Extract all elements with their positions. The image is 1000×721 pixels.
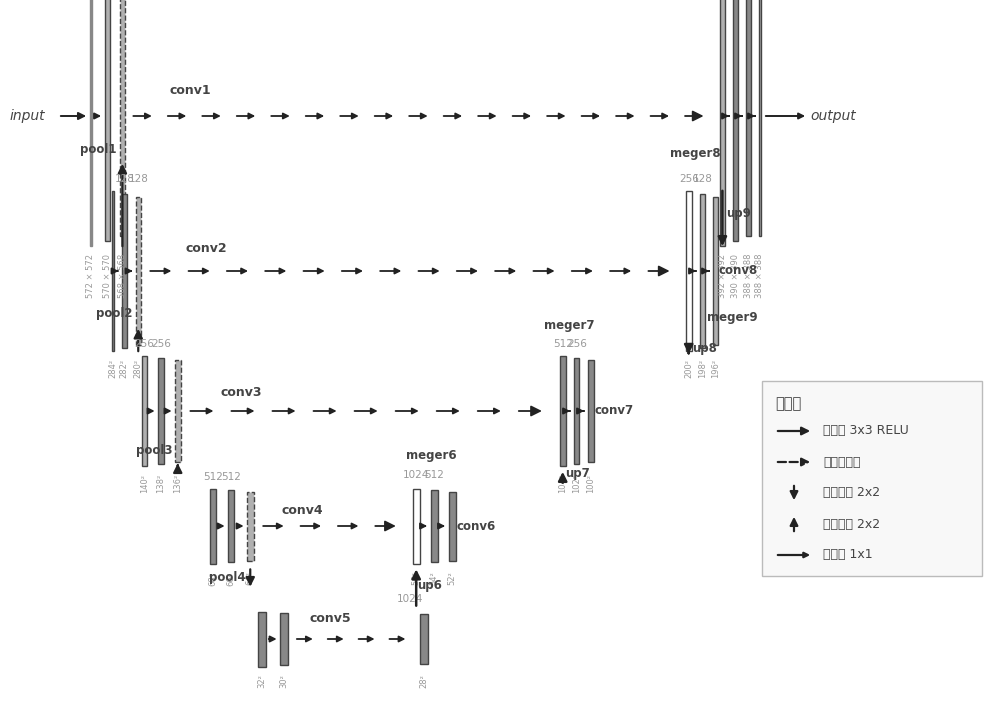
Bar	[420, 614, 428, 664]
Text: conv5: conv5	[310, 613, 352, 626]
Text: 卷积核 3x3 RELU: 卷积核 3x3 RELU	[823, 425, 909, 438]
Text: 100²: 100²	[586, 474, 595, 493]
Text: conv8: conv8	[718, 265, 758, 278]
Bar	[228, 490, 234, 562]
Text: 32²: 32²	[257, 675, 266, 689]
Text: 64²: 64²	[246, 572, 255, 585]
Bar	[560, 356, 566, 466]
Text: 284²: 284²	[109, 359, 118, 378]
Text: 198²: 198²	[698, 359, 707, 378]
Text: 282²: 282²	[120, 359, 129, 378]
Text: 570 × 570: 570 × 570	[103, 254, 112, 298]
Text: 104²: 104²	[558, 474, 567, 493]
Text: 66²: 66²	[227, 572, 236, 585]
Text: 最大池化 2x2: 最大池化 2x2	[823, 487, 880, 500]
Text: 256: 256	[151, 339, 171, 349]
Text: 512: 512	[221, 472, 241, 482]
Text: input: input	[10, 109, 46, 123]
Text: 196²: 196²	[711, 359, 720, 378]
Bar	[112, 191, 114, 351]
Text: 140²: 140²	[140, 474, 149, 493]
Bar	[247, 492, 254, 560]
Text: pool1: pool1	[80, 143, 117, 156]
Text: conv2: conv2	[185, 242, 227, 255]
Text: 568 × 568: 568 × 568	[118, 254, 127, 298]
Bar	[762, 381, 982, 576]
Text: 裁剪与复制: 裁剪与复制	[823, 456, 860, 469]
Text: 136²: 136²	[173, 474, 182, 493]
Bar	[210, 489, 216, 564]
Bar	[90, 0, 92, 246]
Text: 256: 256	[567, 339, 587, 349]
Bar	[713, 198, 718, 345]
Bar	[686, 191, 692, 351]
Text: 102²: 102²	[572, 474, 581, 493]
Text: 1024: 1024	[397, 593, 423, 603]
Text: conv6: conv6	[457, 520, 496, 533]
Text: meger8: meger8	[670, 146, 720, 159]
Text: pool4: pool4	[209, 571, 245, 584]
Bar	[720, 0, 725, 246]
Text: 68²: 68²	[208, 572, 218, 585]
Text: meger6: meger6	[406, 449, 456, 462]
Bar	[122, 194, 126, 348]
Text: 138²: 138²	[156, 474, 165, 493]
Bar	[105, 0, 110, 241]
Text: 图例：: 图例：	[775, 396, 801, 411]
Text: 390 × 390: 390 × 390	[731, 254, 740, 298]
Bar	[120, 0, 125, 236]
Bar	[142, 356, 147, 466]
Bar	[746, 0, 751, 236]
Text: 128: 128	[114, 174, 134, 184]
Text: 512: 512	[203, 472, 223, 482]
Text: up8: up8	[692, 342, 717, 355]
Bar	[258, 611, 266, 666]
Text: conv3: conv3	[220, 386, 262, 399]
Text: 256: 256	[135, 339, 154, 349]
Bar	[588, 360, 594, 461]
Text: conv1: conv1	[170, 84, 212, 97]
Text: 572 × 572: 572 × 572	[86, 254, 95, 298]
Bar	[431, 490, 438, 562]
Bar	[733, 0, 738, 241]
Bar	[136, 198, 140, 345]
Text: conv7: conv7	[594, 404, 634, 417]
Text: 1024: 1024	[403, 471, 429, 480]
Bar	[280, 613, 288, 665]
Text: 52²: 52²	[448, 572, 457, 585]
Text: up6: up6	[417, 579, 442, 592]
Text: output: output	[810, 109, 856, 123]
Text: 280²: 280²	[134, 359, 143, 378]
Bar	[449, 492, 456, 560]
Text: 28²: 28²	[419, 675, 428, 689]
Text: 388 × 388: 388 × 388	[744, 254, 753, 298]
Text: 128: 128	[128, 174, 148, 184]
Bar	[413, 489, 420, 564]
Text: meger9: meger9	[707, 311, 757, 324]
Bar	[175, 360, 180, 461]
Text: 388 × 388: 388 × 388	[756, 254, 765, 298]
Bar	[700, 194, 705, 348]
Text: conv4: conv4	[282, 503, 324, 516]
Text: 卷积核 1x1: 卷积核 1x1	[823, 549, 873, 562]
Bar	[574, 358, 579, 464]
Bar	[158, 358, 164, 464]
Text: pool2: pool2	[96, 307, 133, 321]
Text: up7: up7	[565, 466, 590, 479]
Text: 转置卷积 2x2: 转置卷积 2x2	[823, 518, 880, 531]
Bar	[759, 0, 761, 236]
Text: 256: 256	[679, 174, 699, 184]
Text: 512: 512	[553, 339, 573, 349]
Text: pool3: pool3	[136, 444, 172, 457]
Text: 56²: 56²	[412, 572, 421, 585]
Text: 200²: 200²	[684, 359, 693, 378]
Text: up9: up9	[726, 207, 751, 220]
Text: 392 × 392: 392 × 392	[718, 254, 727, 298]
Text: meger7: meger7	[544, 319, 594, 332]
Text: 512: 512	[424, 471, 444, 480]
Text: 30²: 30²	[279, 675, 288, 689]
Text: 128: 128	[692, 174, 712, 184]
Text: 54²: 54²	[430, 572, 439, 585]
